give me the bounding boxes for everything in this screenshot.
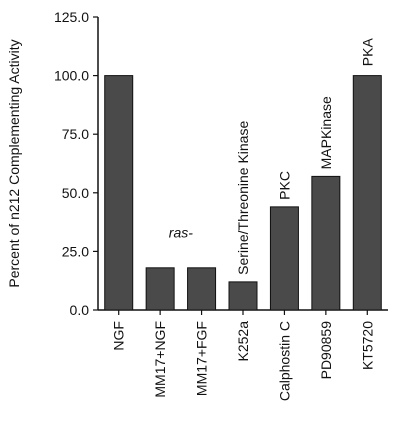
bars xyxy=(104,75,382,311)
bar-kt5720 xyxy=(352,75,382,311)
x-tick-label: KT5720 xyxy=(359,321,375,370)
annotation-label: PKC xyxy=(276,171,292,200)
bar-pd90859 xyxy=(311,175,341,311)
y-tick-label: 25.0 xyxy=(62,243,89,259)
y-tick-label: 50.0 xyxy=(62,185,89,201)
x-tick-label: PD90859 xyxy=(318,321,334,380)
x-tick-label: MM17+NGF xyxy=(152,321,168,398)
y-axis-label: Percent of n212 Complementing Activity xyxy=(6,39,22,287)
x-tick-label: MM17+FGF xyxy=(194,321,210,396)
x-tick-label: K252a xyxy=(235,321,251,362)
x-tick-label: Calphostin C xyxy=(276,321,292,401)
annotation-label: ras- xyxy=(169,224,193,240)
bar-mm17-ngf xyxy=(145,267,175,311)
annotation-label: MAPKinase xyxy=(318,96,334,169)
bar-mm17-fgf xyxy=(187,267,217,311)
annotation-label: Serine/Threonine Kinase xyxy=(235,121,251,275)
labels: Percent of n212 Complementing Activity NG… xyxy=(6,38,375,402)
bar-k252a xyxy=(228,281,258,311)
y-tick-label: 100.0 xyxy=(54,68,89,84)
y-tick-label: 0.0 xyxy=(70,302,90,318)
bar-ngf xyxy=(104,75,134,311)
y-tick-label: 75.0 xyxy=(62,126,89,142)
annotation-label: PKA xyxy=(359,38,375,67)
x-tick-label: NGF xyxy=(111,321,127,351)
y-tick-label: 125.0 xyxy=(54,9,89,25)
bar-calphostin-c xyxy=(269,206,299,311)
